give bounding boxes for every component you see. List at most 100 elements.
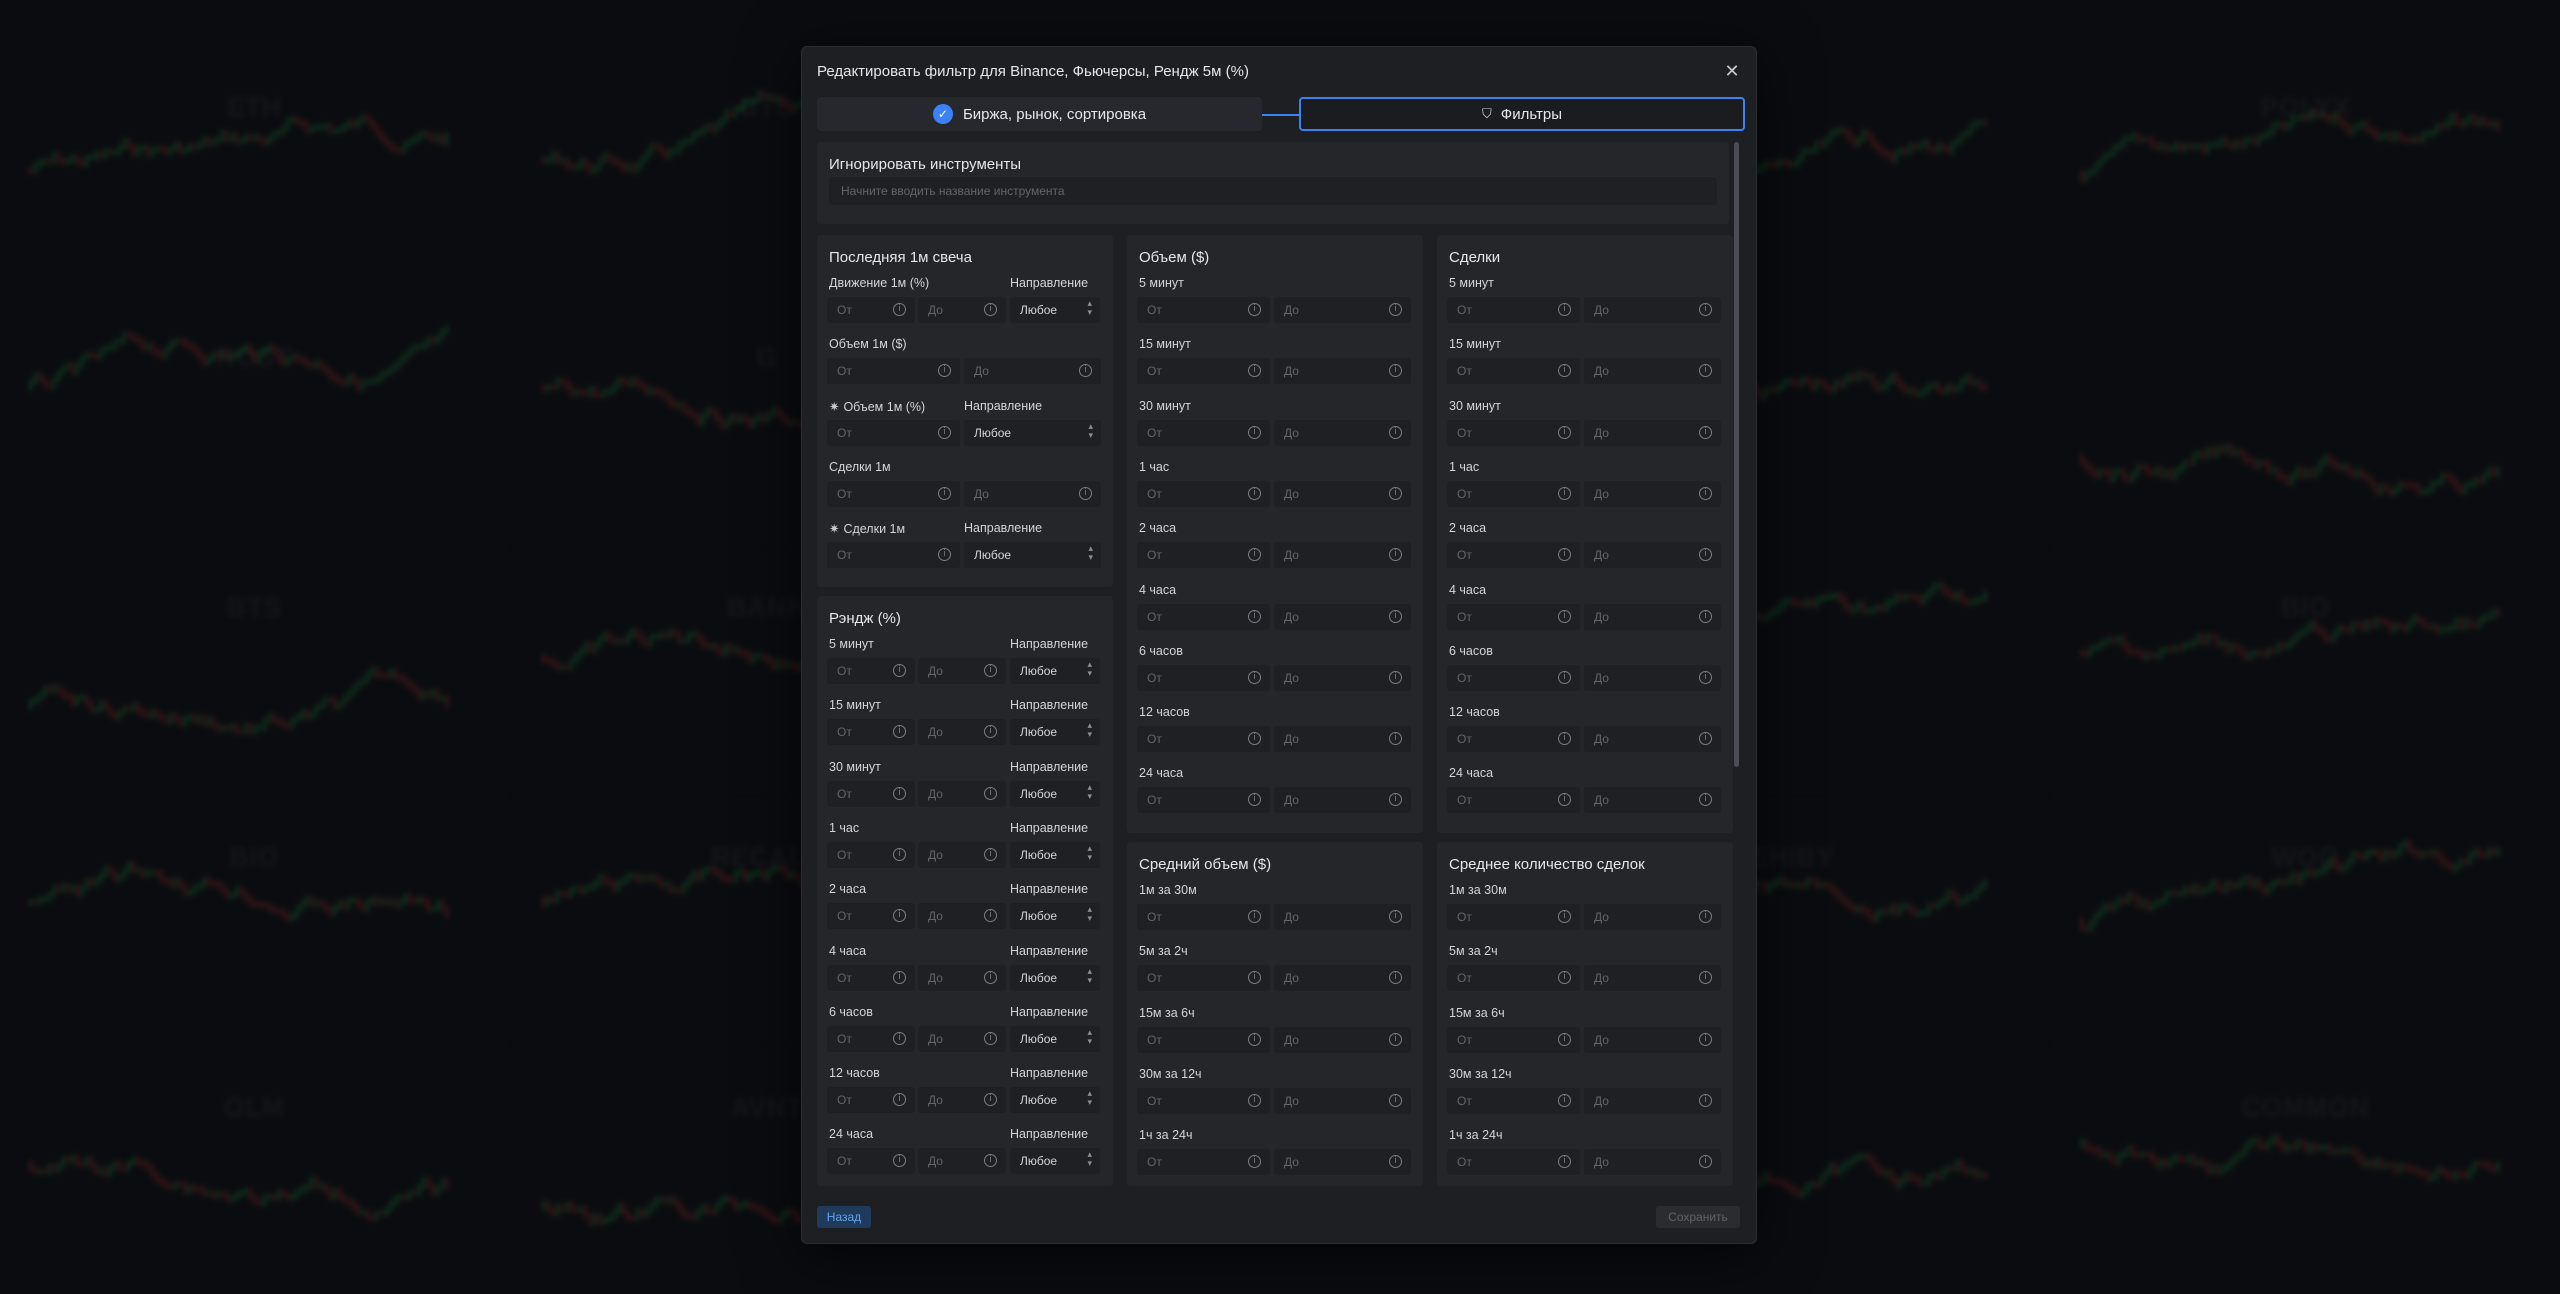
info-icon[interactable]: i <box>1248 548 1261 562</box>
from-input[interactable]: От i <box>827 1087 915 1114</box>
info-icon[interactable]: i <box>1248 486 1261 500</box>
from-input[interactable]: От i <box>827 964 915 991</box>
info-icon[interactable]: i <box>1699 609 1712 623</box>
direction-select[interactable]: Любое ▴ ▾ <box>1010 719 1100 746</box>
from-input[interactable]: От i <box>1447 480 1580 507</box>
from-input[interactable]: От i <box>1137 904 1270 930</box>
info-icon[interactable]: i <box>1248 910 1261 923</box>
info-icon[interactable]: i <box>984 909 997 923</box>
info-icon[interactable]: i <box>1699 732 1712 746</box>
info-icon[interactable]: i <box>893 1154 906 1168</box>
info-icon[interactable]: i <box>893 970 906 984</box>
from-input[interactable]: От i <box>1137 358 1270 385</box>
filters-scroll-area[interactable]: Игнорировать инструменты Последняя 1м св… <box>817 142 1741 1187</box>
direction-select[interactable]: Любое ▴ ▾ <box>1010 1148 1100 1175</box>
to-input[interactable]: До i <box>1584 603 1721 630</box>
info-icon[interactable]: i <box>1389 910 1402 923</box>
info-icon[interactable]: i <box>1389 303 1402 316</box>
info-icon[interactable]: i <box>984 970 997 984</box>
to-input[interactable]: До i <box>1274 1087 1411 1114</box>
direction-select[interactable]: Любое ▴ ▾ <box>1010 780 1100 807</box>
from-input[interactable]: От i <box>1137 664 1270 691</box>
info-icon[interactable]: i <box>1248 1155 1261 1169</box>
to-input[interactable]: До i <box>918 841 1006 868</box>
to-input[interactable]: До i <box>1584 904 1721 930</box>
info-icon[interactable]: i <box>1699 1093 1712 1107</box>
info-icon[interactable]: i <box>1389 1093 1402 1107</box>
to-input[interactable]: До i <box>1274 480 1411 507</box>
info-icon[interactable]: i <box>1699 548 1712 562</box>
from-input[interactable]: От i <box>827 1148 915 1175</box>
from-input[interactable]: От i <box>1137 480 1270 507</box>
info-icon[interactable]: i <box>1699 425 1712 439</box>
info-icon[interactable]: i <box>1389 732 1402 746</box>
from-input[interactable]: От i <box>1447 965 1580 992</box>
info-icon[interactable]: i <box>1558 793 1571 807</box>
info-icon[interactable]: i <box>1558 910 1571 923</box>
info-icon[interactable]: i <box>1558 364 1571 378</box>
direction-select[interactable]: Любое ▴ ▾ <box>964 542 1101 569</box>
info-icon[interactable]: i <box>893 1031 906 1045</box>
info-icon[interactable]: i <box>1558 486 1571 500</box>
to-input[interactable]: До i <box>1584 664 1721 691</box>
to-input[interactable]: До i <box>918 1087 1006 1114</box>
from-input[interactable]: От i <box>1137 726 1270 753</box>
info-icon[interactable]: i <box>1389 364 1402 378</box>
info-icon[interactable]: i <box>984 1093 997 1107</box>
info-icon[interactable]: i <box>893 786 906 800</box>
info-icon[interactable]: i <box>1558 548 1571 562</box>
scrollbar[interactable] <box>1734 142 1740 1187</box>
info-icon[interactable]: i <box>1699 670 1712 684</box>
info-icon[interactable]: i <box>1389 1155 1402 1169</box>
from-input[interactable]: От i <box>1447 297 1580 323</box>
info-icon[interactable]: i <box>1699 910 1712 923</box>
info-icon[interactable]: i <box>1699 364 1712 378</box>
to-input[interactable]: До i <box>1274 297 1411 323</box>
scrollbar-thumb[interactable] <box>1734 142 1739 767</box>
from-input[interactable]: От i <box>1447 787 1580 814</box>
to-input[interactable]: До i <box>1584 480 1721 507</box>
to-input[interactable]: До i <box>1584 726 1721 753</box>
info-icon[interactable]: i <box>1248 364 1261 378</box>
to-input[interactable]: До i <box>1274 419 1411 446</box>
info-icon[interactable]: i <box>1389 486 1402 500</box>
from-input[interactable]: От i <box>827 419 960 446</box>
from-input[interactable]: От i <box>1137 297 1270 323</box>
to-input[interactable]: До i <box>918 1148 1006 1175</box>
info-icon[interactable]: i <box>1558 1155 1571 1169</box>
direction-select[interactable]: Любое ▴ ▾ <box>1010 1025 1100 1052</box>
info-icon[interactable]: i <box>1248 609 1261 623</box>
to-input[interactable]: До i <box>1584 358 1721 385</box>
info-icon[interactable]: i <box>1389 1032 1402 1046</box>
info-icon[interactable]: i <box>1248 425 1261 439</box>
from-input[interactable]: От i <box>827 841 915 868</box>
from-input[interactable]: От i <box>1137 965 1270 992</box>
info-icon[interactable]: i <box>1079 486 1092 500</box>
to-input[interactable]: До i <box>1274 358 1411 385</box>
info-icon[interactable]: i <box>893 664 906 677</box>
to-input[interactable]: До i <box>918 719 1006 746</box>
ignore-instruments-input[interactable] <box>829 177 1717 205</box>
to-input[interactable]: До i <box>1584 787 1721 814</box>
from-input[interactable]: От i <box>827 358 960 385</box>
from-input[interactable]: От i <box>827 780 915 807</box>
info-icon[interactable]: i <box>1558 732 1571 746</box>
to-input[interactable]: До i <box>918 964 1006 991</box>
from-input[interactable]: От i <box>1447 904 1580 930</box>
info-icon[interactable]: i <box>1248 971 1261 985</box>
info-icon[interactable]: i <box>1558 971 1571 985</box>
info-icon[interactable]: i <box>1248 732 1261 746</box>
info-icon[interactable]: i <box>893 725 906 739</box>
to-input[interactable]: До i <box>1584 419 1721 446</box>
info-icon[interactable]: i <box>1389 425 1402 439</box>
from-input[interactable]: От i <box>1447 726 1580 753</box>
info-icon[interactable]: i <box>984 664 997 677</box>
from-input[interactable]: От i <box>827 903 915 930</box>
from-input[interactable]: От i <box>1447 542 1580 569</box>
from-input[interactable]: От i <box>827 480 960 507</box>
to-input[interactable]: До i <box>1584 542 1721 569</box>
from-input[interactable]: От i <box>827 1025 915 1052</box>
info-icon[interactable]: i <box>1699 1155 1712 1169</box>
from-input[interactable]: От i <box>1447 419 1580 446</box>
to-input[interactable]: До i <box>964 358 1101 385</box>
